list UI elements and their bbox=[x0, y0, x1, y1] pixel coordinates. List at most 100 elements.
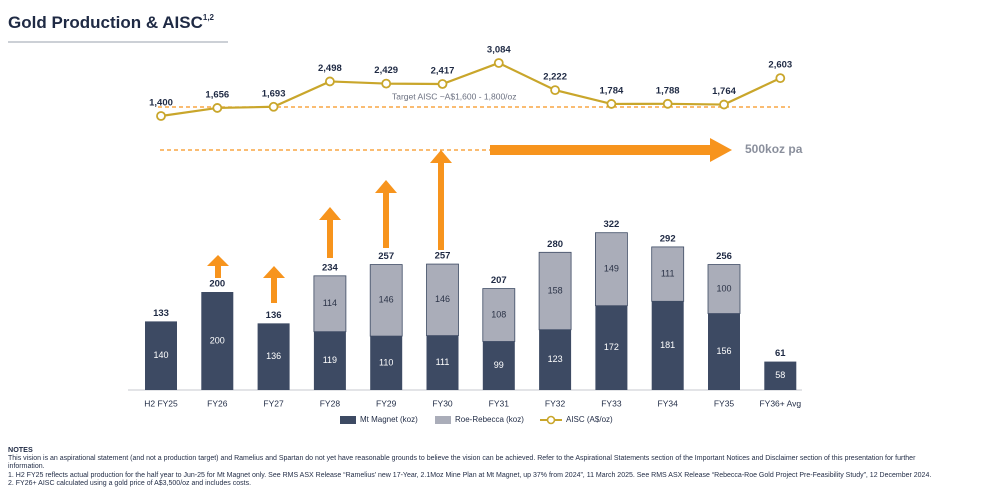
bar-segment bbox=[145, 321, 177, 390]
growth-arrows bbox=[207, 150, 452, 303]
segment-label: 140 bbox=[153, 350, 168, 360]
x-tick-label: FY29 bbox=[376, 398, 397, 408]
total-label: 200 bbox=[209, 279, 225, 290]
legend-label: AISC (A$/oz) bbox=[566, 415, 613, 424]
aisc-label: 2,603 bbox=[768, 60, 792, 71]
aisc-point bbox=[212, 103, 223, 113]
bar-segment bbox=[313, 331, 346, 390]
total-label: 61 bbox=[775, 348, 786, 359]
bar-segment bbox=[482, 288, 516, 342]
growth-arrow bbox=[375, 180, 397, 248]
aisc-point bbox=[775, 73, 786, 84]
aisc-label: 2,222 bbox=[543, 72, 567, 83]
x-tick-label: H2 FY25 bbox=[144, 398, 178, 408]
total-label: 136 bbox=[266, 310, 282, 321]
bar-segment bbox=[538, 251, 572, 331]
aisc-label: 1,656 bbox=[205, 89, 229, 100]
segment-label: 111 bbox=[661, 268, 675, 278]
segment-label: 136 bbox=[266, 351, 281, 361]
aisc-label: 1,784 bbox=[600, 85, 624, 96]
x-tick-label: FY27 bbox=[263, 398, 284, 408]
bar-segment bbox=[369, 264, 403, 337]
title: Gold Production & AISC1,2 bbox=[8, 13, 215, 32]
segment-label: 58 bbox=[775, 370, 785, 380]
aisc-point bbox=[324, 76, 335, 87]
aisc-label: 1,788 bbox=[656, 85, 680, 96]
segment-label: 156 bbox=[716, 346, 731, 356]
bar-segment bbox=[708, 313, 740, 390]
legend-swatch bbox=[340, 416, 356, 424]
title-text: Gold Production & AISC bbox=[8, 13, 203, 32]
goal-arrow-head bbox=[710, 138, 732, 162]
goal-label: 500koz pa bbox=[745, 142, 803, 156]
total-label: 280 bbox=[547, 239, 563, 250]
note-line: This vision is an aspirational statement… bbox=[8, 454, 916, 471]
aisc-line bbox=[160, 61, 781, 118]
bar-segment bbox=[764, 361, 797, 390]
segment-label: 149 bbox=[604, 264, 619, 274]
x-tick-label: FY30 bbox=[432, 398, 453, 408]
segment-label: 110 bbox=[379, 357, 393, 367]
aisc-point bbox=[550, 85, 560, 96]
aisc-point bbox=[156, 111, 166, 121]
aisc-label: 2,417 bbox=[431, 66, 455, 77]
aisc-point bbox=[493, 58, 504, 68]
growth-arrow bbox=[319, 207, 341, 258]
total-label: 322 bbox=[603, 219, 619, 230]
target-label: Target AISC ~A$1,600 - 1,800/oz bbox=[392, 91, 517, 101]
x-tick-label: FY34 bbox=[658, 398, 679, 408]
total-label: 133 bbox=[153, 308, 169, 319]
legend-label: Mt Magnet (koz) bbox=[360, 415, 418, 424]
x-tick-label: FY33 bbox=[601, 398, 622, 408]
chart: Gold Production & AISC1,2 Target AISC ~A… bbox=[8, 13, 803, 425]
x-tick-label: FY31 bbox=[489, 398, 510, 408]
legend-label: Roe-Rebecca (koz) bbox=[455, 415, 524, 424]
bar-segment bbox=[651, 246, 685, 302]
aisc-label: 1,764 bbox=[712, 86, 736, 97]
aisc-point bbox=[268, 101, 279, 112]
segment-label: 100 bbox=[716, 283, 731, 293]
x-tick-label: FY26 bbox=[207, 398, 228, 408]
segment-label: 172 bbox=[604, 342, 619, 352]
aisc-label: 1,400 bbox=[149, 98, 173, 109]
bar-segment bbox=[201, 292, 234, 390]
bar-segment bbox=[313, 275, 347, 333]
segment-label: 99 bbox=[494, 360, 504, 370]
legend-swatch bbox=[435, 416, 451, 424]
bar-segment bbox=[651, 301, 684, 390]
aisc-label: 1,693 bbox=[262, 88, 286, 99]
notes-heading: NOTES bbox=[8, 445, 33, 454]
legend-marker bbox=[546, 415, 556, 425]
bar-segment bbox=[482, 341, 515, 390]
x-tick-label: FY32 bbox=[545, 398, 566, 408]
total-label: 257 bbox=[378, 251, 394, 262]
aisc-point bbox=[719, 99, 729, 110]
segment-label: 181 bbox=[660, 340, 675, 350]
aisc-point bbox=[381, 78, 392, 89]
bar-segment bbox=[595, 305, 628, 390]
aisc-label: 3,084 bbox=[487, 45, 511, 56]
goal-arrow-shaft bbox=[490, 145, 712, 155]
bar-segment bbox=[707, 264, 741, 314]
segment-label: 119 bbox=[323, 355, 337, 365]
x-tick-label: FY35 bbox=[714, 398, 735, 408]
segment-label: 146 bbox=[435, 294, 450, 304]
segment-label: 158 bbox=[548, 285, 563, 295]
aisc-label: 2,498 bbox=[318, 63, 342, 74]
x-tick-label: FY36+ Avg bbox=[759, 398, 801, 408]
growth-arrow bbox=[207, 255, 229, 278]
growth-arrow bbox=[430, 150, 452, 250]
x-tick-label: FY28 bbox=[320, 398, 341, 408]
growth-arrow bbox=[263, 266, 285, 303]
bar-segment bbox=[595, 232, 628, 307]
total-label: 207 bbox=[491, 275, 507, 286]
notes: NOTES This vision is an aspirational sta… bbox=[8, 445, 938, 489]
bar-segment bbox=[539, 329, 572, 390]
segment-label: 111 bbox=[436, 357, 450, 367]
title-superscript: 1,2 bbox=[203, 13, 215, 22]
segment-label: 114 bbox=[323, 298, 337, 308]
bar-segment bbox=[426, 263, 459, 337]
total-label: 257 bbox=[435, 251, 451, 262]
total-label: 256 bbox=[716, 251, 732, 262]
